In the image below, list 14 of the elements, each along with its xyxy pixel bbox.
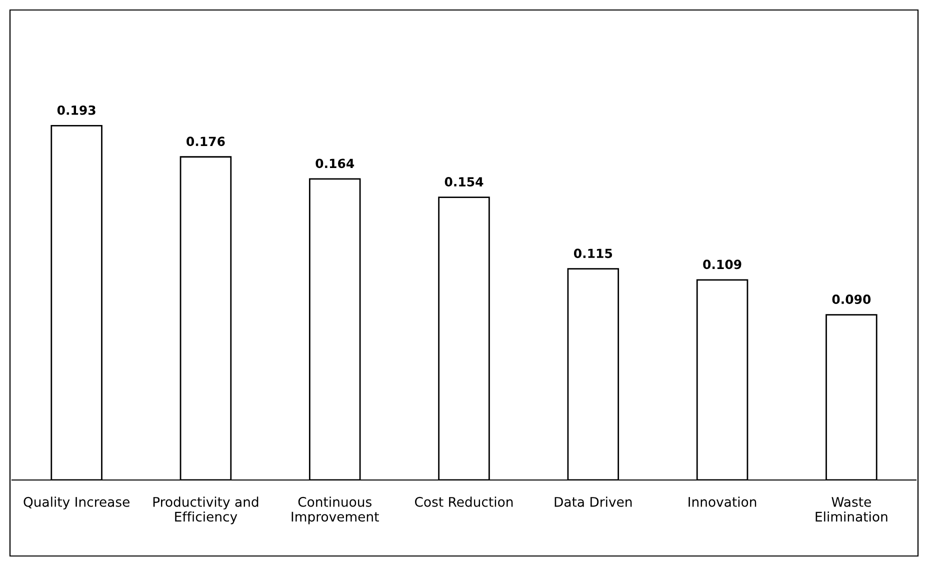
data-label: 0.164 [316,158,354,168]
data-label: 0.193 [57,105,96,115]
data-label: 0.154 [444,177,484,187]
x-tick-label: Innovation [688,496,756,507]
x-tick-label: Continuous Improvement [292,496,379,524]
x-tick-label: Waste Elimination [816,497,888,522]
x-tick-label: Productivity and Efficiency [153,496,258,524]
data-label: 0.109 [703,260,742,270]
x-tick-label: Cost Reduction [414,496,513,507]
x-tick-label: Data Driven [554,496,632,507]
data-label: 0.176 [186,136,225,146]
data-label: 0.090 [832,294,871,304]
data-label: 0.115 [574,248,612,258]
x-tick-label: Quality Increase [24,496,130,510]
